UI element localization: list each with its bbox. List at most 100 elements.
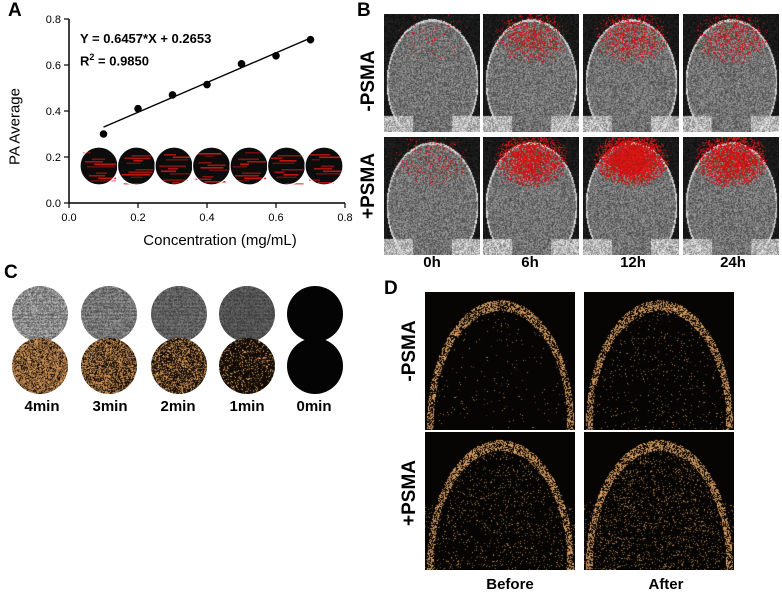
inset-red-streak <box>205 155 214 158</box>
inset-red-streak <box>83 152 91 154</box>
inset-red-streak <box>164 154 176 156</box>
inset-red-streak <box>279 160 297 162</box>
pa-us-image-plus-psma-24h <box>683 137 779 255</box>
pa-us-image-minus-psma-0h <box>384 14 480 132</box>
row-label-plus-psma-b: +PSMA <box>358 153 379 219</box>
x-tick-label: 0.6 <box>268 212 283 224</box>
inset-red-streak <box>170 173 190 175</box>
inset-red-streak <box>277 155 304 157</box>
grayscale-circle-1min <box>219 286 275 342</box>
inset-red-streak <box>312 159 320 161</box>
inset-red-streak <box>123 183 141 185</box>
inset-red-streak <box>309 179 320 182</box>
y-tick-label: 0.6 <box>46 60 61 72</box>
inset-red-streak <box>310 154 330 156</box>
inset-red-streak <box>91 180 116 182</box>
col-label-before: Before <box>486 576 534 593</box>
x-tick-label: 0.2 <box>130 212 145 224</box>
inset-red-streak <box>316 173 341 175</box>
inset-red-streak <box>195 178 212 181</box>
us-contrast-image-plus-psma-after <box>584 432 734 570</box>
inset-red-streak <box>135 169 154 171</box>
pa-us-image-minus-psma-6h <box>483 14 579 132</box>
grayscale-circle-3min <box>81 286 137 342</box>
row-label-minus-psma-d: -PSMA <box>399 320 420 382</box>
inset-red-streak <box>87 166 115 168</box>
inset-red-streak <box>274 171 285 174</box>
inset-red-streak <box>207 164 226 167</box>
inset-red-streak <box>126 162 141 165</box>
inset-red-streak <box>235 175 259 177</box>
inset-red-streak <box>242 172 261 175</box>
fit-equation: Y = 0.6457*X + 0.2653 <box>80 31 212 46</box>
us-contrast-image-minus-psma-before <box>425 292 575 430</box>
row-label-plus-psma-d: +PSMA <box>399 460 420 526</box>
inset-red-streak <box>276 176 297 179</box>
col-label-0h: 0h <box>423 254 441 271</box>
us-contrast-image-minus-psma-after <box>584 292 734 430</box>
us-contrast-image-plus-psma-before <box>425 432 575 570</box>
inset-red-streak <box>166 159 188 161</box>
inset-red-streak <box>89 175 105 177</box>
inset-red-streak <box>85 161 103 163</box>
y-tick-label: 0.0 <box>46 198 61 210</box>
pa-concentration-chart: 0.0 0.2 0.4 0.6 0.8 0.0 0.2 0.4 0.6 0.8 <box>46 14 353 224</box>
r-squared: R2 = 0.9850 <box>80 52 149 69</box>
inset-red-streak <box>96 172 107 175</box>
grayscale-circle-2min <box>151 286 207 342</box>
inset-red-streak <box>204 181 226 183</box>
inset-red-streak <box>133 160 143 162</box>
contrast-circle-1min <box>219 338 275 394</box>
time-label-3min: 3min <box>92 398 128 415</box>
contrast-circle-3min <box>81 338 137 394</box>
inset-red-streak <box>196 153 222 155</box>
panel-label-c: C <box>4 262 18 283</box>
x-axis-label: Concentration (mg/mL) <box>143 232 297 249</box>
inset-red-streak <box>128 171 153 174</box>
y-tick-label: 0.2 <box>46 152 61 164</box>
data-point <box>272 52 280 60</box>
time-label-1min: 1min <box>229 398 265 415</box>
grayscale-circle-4min <box>12 286 68 342</box>
inset-red-streak <box>131 155 153 157</box>
contrast-circle-0min <box>287 338 343 394</box>
pa-us-image-plus-psma-0h <box>384 137 480 255</box>
col-label-12h: 12h <box>620 254 646 271</box>
inset-red-streak <box>318 182 334 184</box>
pa-us-image-plus-psma-12h <box>583 137 679 255</box>
inset-red-streak <box>238 158 259 161</box>
grayscale-circle-0min <box>287 286 343 342</box>
inset-red-streak <box>121 174 151 176</box>
inset-red-streak <box>173 156 190 159</box>
inset-red-streak <box>172 182 180 184</box>
contrast-circle-2min <box>151 338 207 394</box>
inset-red-streak <box>161 170 176 173</box>
inset-red-streak <box>98 177 116 180</box>
inset-red-streak <box>237 180 249 182</box>
inset-red-streak <box>272 162 295 165</box>
inset-red-streak <box>94 163 116 166</box>
inset-red-streak <box>198 162 212 164</box>
inset-red-streak <box>209 169 229 172</box>
y-axis-label: PA Average <box>6 88 24 166</box>
inset-red-streak <box>130 176 143 179</box>
x-tick-label: 0.8 <box>337 212 352 224</box>
inset-red-streak <box>281 169 304 171</box>
col-label-24h: 24h <box>720 254 746 271</box>
inset-red-streak <box>168 168 178 170</box>
inset-red-streak <box>159 165 186 168</box>
data-point <box>306 35 315 44</box>
time-label-4min: 4min <box>24 398 60 415</box>
inset-red-streak <box>92 158 105 161</box>
contrast-circle-4min <box>12 338 68 394</box>
pa-us-image-plus-psma-6h <box>483 137 579 255</box>
inset-red-streak <box>321 165 334 168</box>
inset-red-streak <box>244 177 266 180</box>
inset-red-streak <box>270 157 283 160</box>
inset-red-streak <box>319 156 341 159</box>
panel-label-b: B <box>357 0 371 21</box>
inset-red-streak <box>200 167 224 169</box>
inset-red-streak <box>240 163 249 166</box>
inset-circle-border <box>304 146 344 186</box>
data-point <box>134 104 142 113</box>
